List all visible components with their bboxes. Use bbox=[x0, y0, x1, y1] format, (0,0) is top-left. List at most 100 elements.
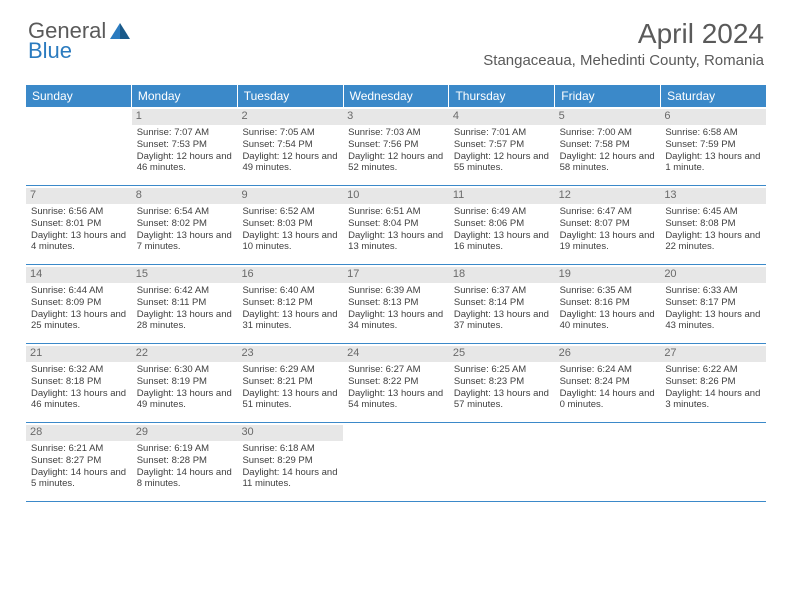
daylight-text: Daylight: 12 hours and 52 minutes. bbox=[347, 151, 445, 175]
day-number: 13 bbox=[660, 188, 766, 204]
sunset-text: Sunset: 8:13 PM bbox=[347, 297, 445, 309]
sunrise-text: Sunrise: 6:37 AM bbox=[453, 285, 551, 297]
day-header: Tuesday bbox=[238, 85, 344, 107]
sunset-text: Sunset: 8:03 PM bbox=[241, 218, 339, 230]
sunrise-text: Sunrise: 6:42 AM bbox=[136, 285, 234, 297]
day-number: 29 bbox=[132, 425, 238, 441]
day-number: 6 bbox=[660, 109, 766, 125]
day-cell: 6 Sunrise: 6:58 AMSunset: 7:59 PMDaylight… bbox=[660, 107, 766, 185]
sunrise-text: Sunrise: 6:21 AM bbox=[30, 443, 128, 455]
day-number: 24 bbox=[343, 346, 449, 362]
day-cell: 26Sunrise: 6:24 AMSunset: 8:24 PMDayligh… bbox=[555, 344, 661, 422]
sunrise-text: Sunrise: 6:35 AM bbox=[559, 285, 657, 297]
day-number: 3 bbox=[343, 109, 449, 125]
sunset-text: Sunset: 8:23 PM bbox=[453, 376, 551, 388]
daylight-text: Daylight: 14 hours and 8 minutes. bbox=[136, 467, 234, 491]
daylight-text: Daylight: 13 hours and 37 minutes. bbox=[453, 309, 551, 333]
day-number: 11 bbox=[449, 188, 555, 204]
calendar: SundayMondayTuesdayWednesdayThursdayFrid… bbox=[26, 85, 766, 502]
sunrise-text: Sunrise: 6:24 AM bbox=[559, 364, 657, 376]
weeks-container: .1Sunrise: 7:07 AMSunset: 7:53 PMDayligh… bbox=[26, 107, 766, 502]
sunset-text: Sunset: 8:06 PM bbox=[453, 218, 551, 230]
sunrise-text: Sunrise: 7:05 AM bbox=[241, 127, 339, 139]
daylight-text: Daylight: 14 hours and 11 minutes. bbox=[241, 467, 339, 491]
sunrise-text: Sunrise: 7:01 AM bbox=[453, 127, 551, 139]
daylight-text: Daylight: 13 hours and 57 minutes. bbox=[453, 388, 551, 412]
day-number: 15 bbox=[132, 267, 238, 283]
sunset-text: Sunset: 8:11 PM bbox=[136, 297, 234, 309]
week-row: 7Sunrise: 6:56 AMSunset: 8:01 PMDaylight… bbox=[26, 186, 766, 265]
day-cell: 15 Sunrise: 6:42 AMSunset: 8:11 PMDayligh… bbox=[132, 265, 238, 343]
sunset-text: Sunset: 7:57 PM bbox=[453, 139, 551, 151]
day-number: 7 bbox=[26, 188, 132, 204]
daylight-text: Daylight: 12 hours and 58 minutes. bbox=[559, 151, 657, 175]
day-number: 21 bbox=[26, 346, 132, 362]
day-cell: . bbox=[449, 423, 555, 501]
daylight-text: Daylight: 12 hours and 46 minutes. bbox=[136, 151, 234, 175]
daylight-text: Daylight: 14 hours and 0 minutes. bbox=[559, 388, 657, 412]
week-row: 21Sunrise: 6:32 AMSunset: 8:18 PMDayligh… bbox=[26, 344, 766, 423]
daylight-text: Daylight: 13 hours and 7 minutes. bbox=[136, 230, 234, 254]
day-cell: 14Sunrise: 6:44 AMSunset: 8:09 PMDayligh… bbox=[26, 265, 132, 343]
sunrise-text: Sunrise: 6:47 AM bbox=[559, 206, 657, 218]
sunset-text: Sunset: 8:04 PM bbox=[347, 218, 445, 230]
sunrise-text: Sunrise: 6:30 AM bbox=[136, 364, 234, 376]
day-cell: 28 Sunrise: 6:21 AMSunset: 8:27 PMDayligh… bbox=[26, 423, 132, 501]
sunset-text: Sunset: 8:01 PM bbox=[30, 218, 128, 230]
sunrise-text: Sunrise: 6:51 AM bbox=[347, 206, 445, 218]
daylight-text: Daylight: 12 hours and 49 minutes. bbox=[241, 151, 339, 175]
daylight-text: Daylight: 13 hours and 34 minutes. bbox=[347, 309, 445, 333]
week-row: 14Sunrise: 6:44 AMSunset: 8:09 PMDayligh… bbox=[26, 265, 766, 344]
day-number: 1 bbox=[132, 109, 238, 125]
day-cell: 17Sunrise: 6:39 AMSunset: 8:13 PMDayligh… bbox=[343, 265, 449, 343]
daylight-text: Daylight: 13 hours and 43 minutes. bbox=[664, 309, 762, 333]
sunset-text: Sunset: 8:07 PM bbox=[559, 218, 657, 230]
day-cell: . bbox=[660, 423, 766, 501]
day-cell: 7Sunrise: 6:56 AMSunset: 8:01 PMDaylight… bbox=[26, 186, 132, 264]
daylight-text: Daylight: 13 hours and 46 minutes. bbox=[30, 388, 128, 412]
day-number: 5 bbox=[555, 109, 661, 125]
location: Stangaceaua, Mehedinti County, Romania bbox=[483, 52, 764, 69]
daylight-text: Daylight: 13 hours and 4 minutes. bbox=[30, 230, 128, 254]
sunset-text: Sunset: 7:59 PM bbox=[664, 139, 762, 151]
day-cell: 23Sunrise: 6:29 AMSunset: 8:21 PMDayligh… bbox=[237, 344, 343, 422]
day-cell: 4Sunrise: 7:01 AMSunset: 7:57 PMDaylight… bbox=[449, 107, 555, 185]
day-header: Friday bbox=[555, 85, 661, 107]
sunset-text: Sunset: 8:27 PM bbox=[30, 455, 128, 467]
daylight-text: Daylight: 13 hours and 1 minute. bbox=[664, 151, 762, 175]
daylight-text: Daylight: 13 hours and 19 minutes. bbox=[559, 230, 657, 254]
day-header-row: SundayMondayTuesdayWednesdayThursdayFrid… bbox=[26, 85, 766, 107]
day-number: 17 bbox=[343, 267, 449, 283]
day-cell: 21Sunrise: 6:32 AMSunset: 8:18 PMDayligh… bbox=[26, 344, 132, 422]
daylight-text: Daylight: 13 hours and 49 minutes. bbox=[136, 388, 234, 412]
header: General April 2024 Stangaceaua, Mehedint… bbox=[0, 0, 792, 77]
week-row: 28Sunrise: 6:21 AMSunset: 8:27 PMDayligh… bbox=[26, 423, 766, 502]
sunset-text: Sunset: 8:16 PM bbox=[559, 297, 657, 309]
day-cell: 25Sunrise: 6:25 AMSunset: 8:23 PMDayligh… bbox=[449, 344, 555, 422]
sunrise-text: Sunrise: 6:27 AM bbox=[347, 364, 445, 376]
day-cell: 29Sunrise: 6:19 AMSunset: 8:28 PMDayligh… bbox=[132, 423, 238, 501]
day-number: 26 bbox=[555, 346, 661, 362]
day-number: 28 bbox=[26, 425, 132, 441]
daylight-text: Daylight: 13 hours and 13 minutes. bbox=[347, 230, 445, 254]
daylight-text: Daylight: 13 hours and 54 minutes. bbox=[347, 388, 445, 412]
sunrise-text: Sunrise: 6:58 AM bbox=[664, 127, 762, 139]
logo-text-blue: Blue bbox=[28, 38, 72, 64]
day-number: 10 bbox=[343, 188, 449, 204]
sunrise-text: Sunrise: 6:19 AM bbox=[136, 443, 234, 455]
sunset-text: Sunset: 7:53 PM bbox=[136, 139, 234, 151]
sunset-text: Sunset: 8:19 PM bbox=[136, 376, 234, 388]
sunrise-text: Sunrise: 6:18 AM bbox=[241, 443, 339, 455]
daylight-text: Daylight: 13 hours and 22 minutes. bbox=[664, 230, 762, 254]
daylight-text: Daylight: 13 hours and 28 minutes. bbox=[136, 309, 234, 333]
daylight-text: Daylight: 14 hours and 5 minutes. bbox=[30, 467, 128, 491]
daylight-text: Daylight: 13 hours and 25 minutes. bbox=[30, 309, 128, 333]
sunrise-text: Sunrise: 6:25 AM bbox=[453, 364, 551, 376]
week-row: .1Sunrise: 7:07 AMSunset: 7:53 PMDayligh… bbox=[26, 107, 766, 186]
day-number: 30 bbox=[237, 425, 343, 441]
sunset-text: Sunset: 8:12 PM bbox=[241, 297, 339, 309]
day-number: 27 bbox=[660, 346, 766, 362]
sunset-text: Sunset: 8:14 PM bbox=[453, 297, 551, 309]
month-title: April 2024 bbox=[483, 18, 764, 50]
sunrise-text: Sunrise: 6:52 AM bbox=[241, 206, 339, 218]
